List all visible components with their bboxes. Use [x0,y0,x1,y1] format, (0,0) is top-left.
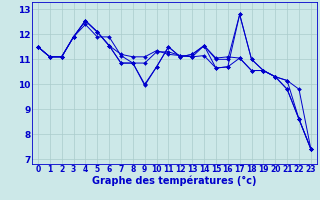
X-axis label: Graphe des températures (°c): Graphe des températures (°c) [92,176,257,186]
